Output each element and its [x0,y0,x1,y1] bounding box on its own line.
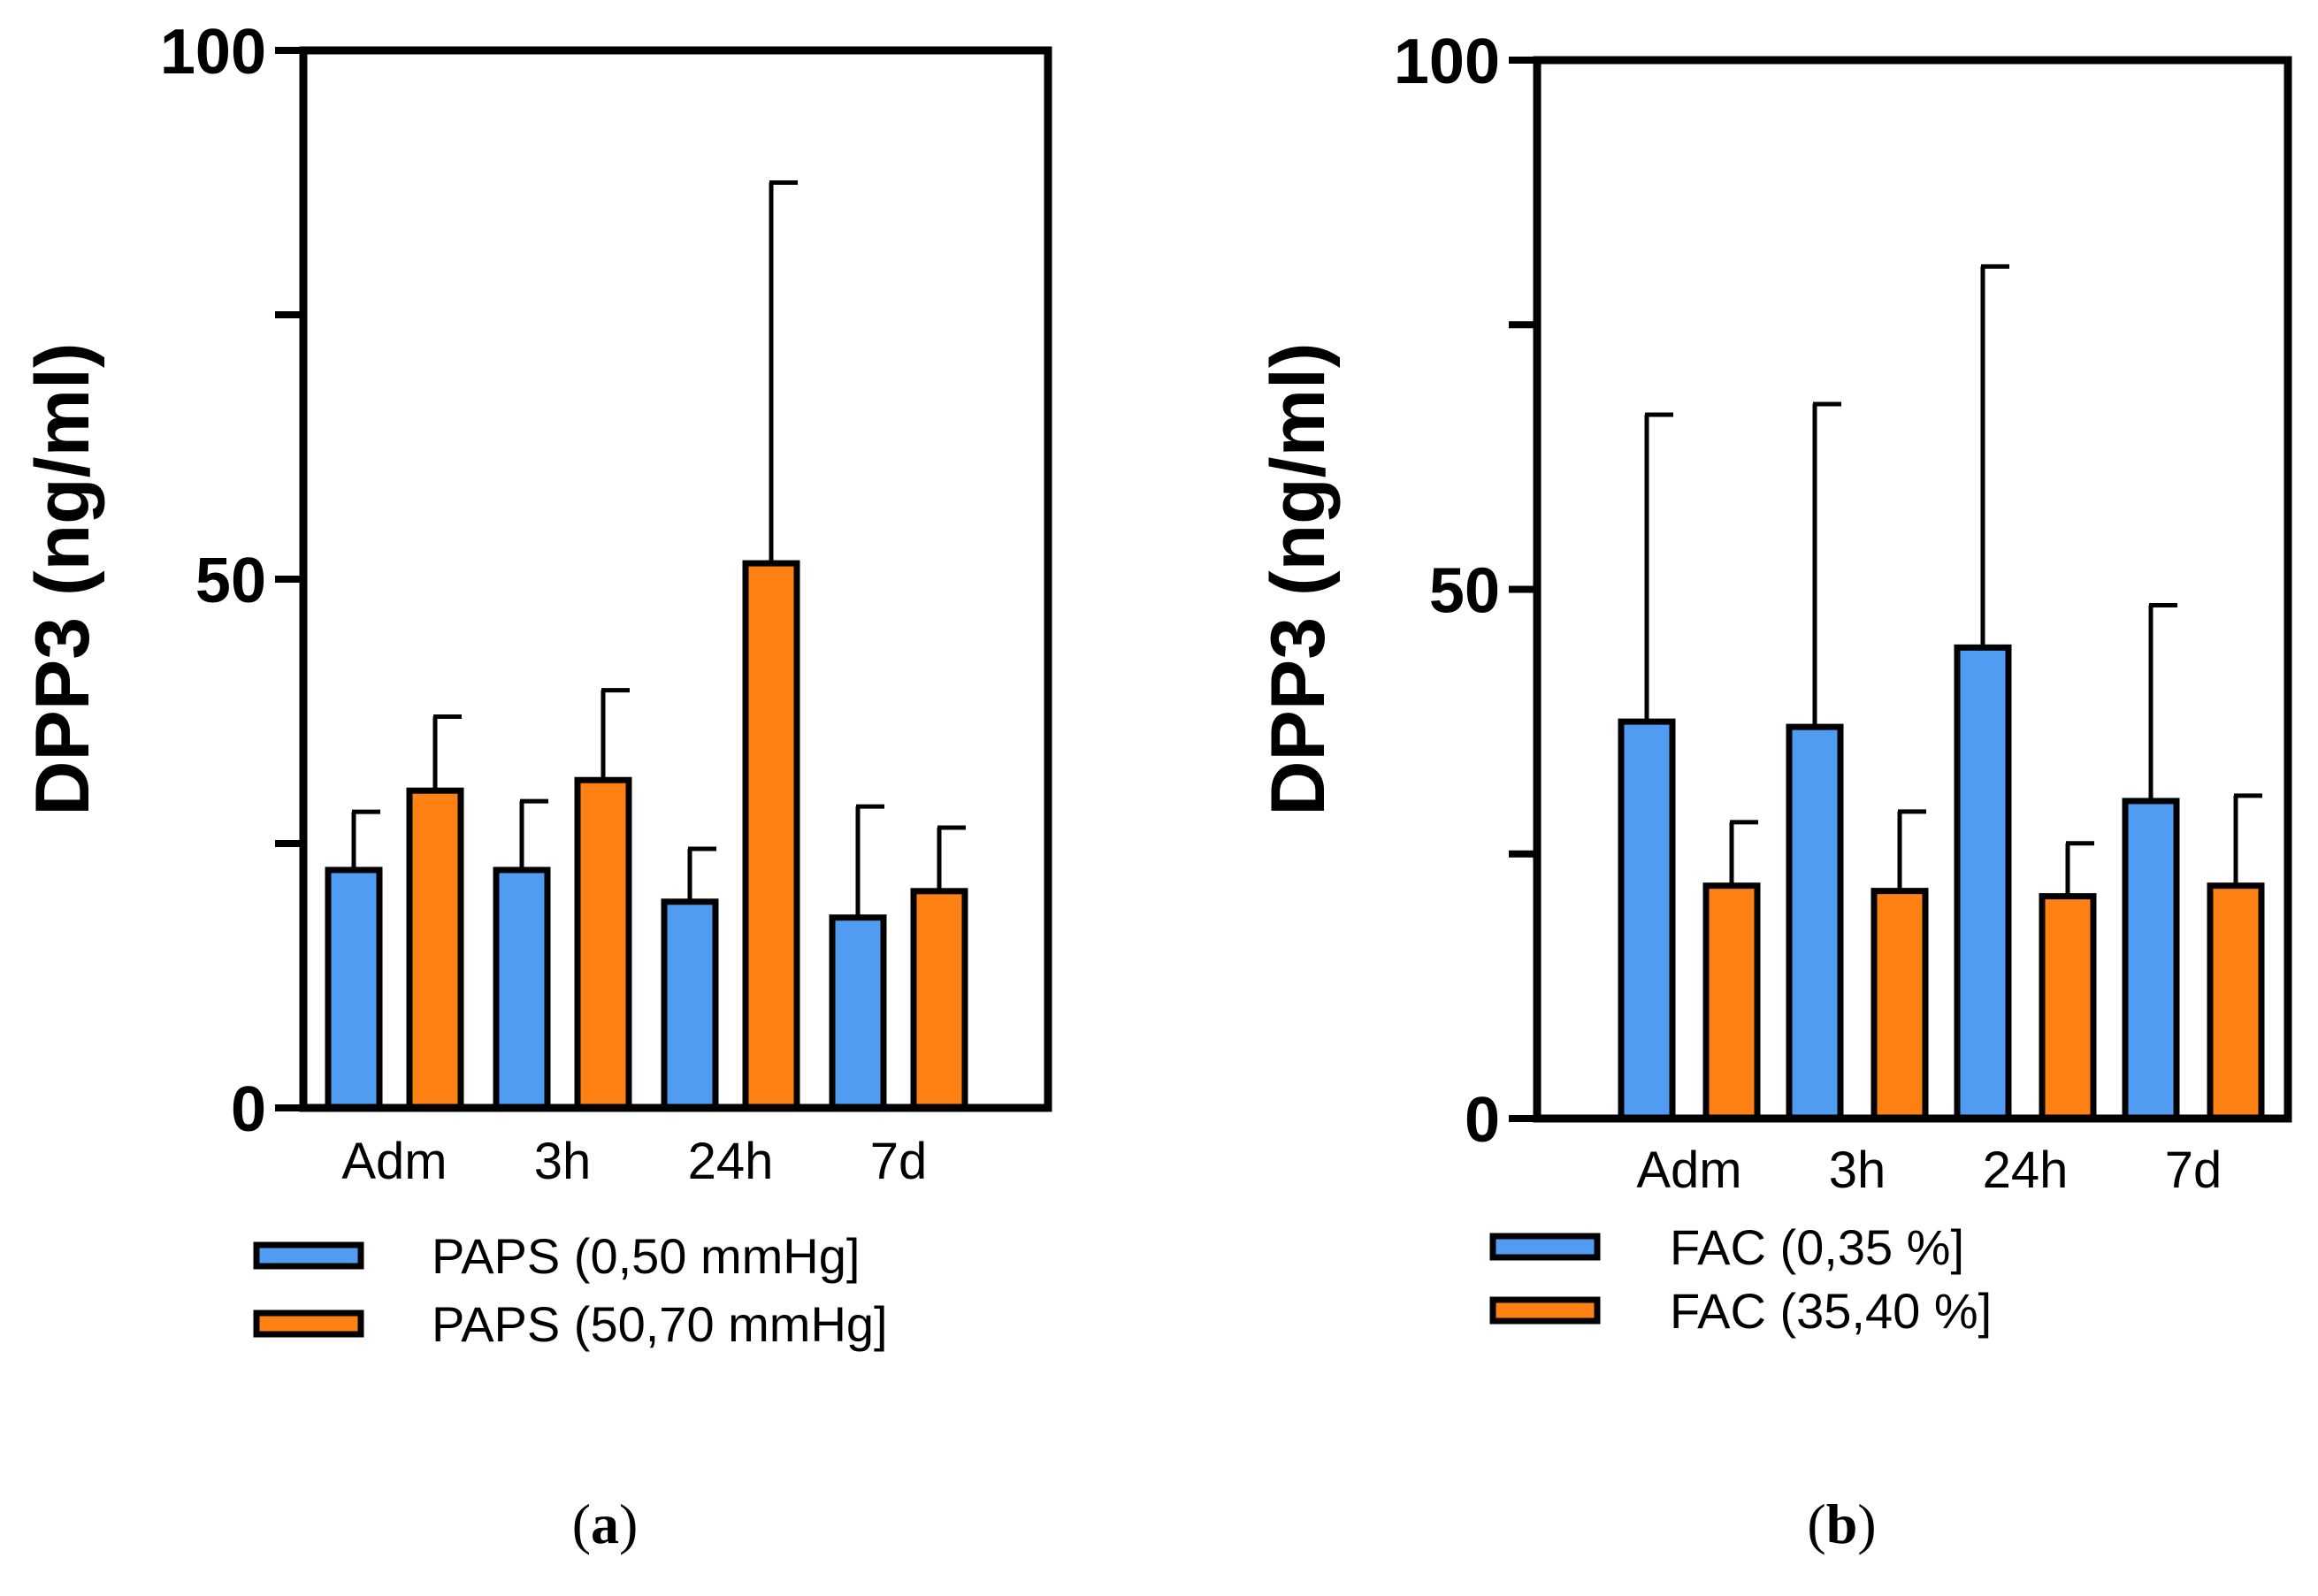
x-tick-label: Adm [341,1133,447,1190]
chart-panel-a: DPP3 (ng/ml) Adm 3h 24h 7d 0 50 100 PAPS (0,50 m… [20,17,1052,1555]
y-tick-label: 100 [160,17,266,88]
bar-3h-series-1 [493,867,551,1111]
x-tick-label: 3h [534,1133,592,1190]
bar-adm-series-2 [1702,882,1761,1122]
panel-label: (a) [572,1493,639,1555]
y-tick-label: 100 [1394,27,1500,97]
legend-swatch-series-1 [1489,1233,1601,1261]
x-tick-label: 3h [1829,1142,1886,1199]
bar-7d-series-2 [2207,882,2265,1122]
panel-label: (b) [1807,1493,1876,1555]
bar-24h-series-1 [661,898,719,1111]
bar-7d-series-1 [829,914,887,1111]
legend-swatch-series-2 [1489,1296,1601,1325]
x-tick-label: 7d [2165,1142,2222,1199]
legend-swatch-series-1 [253,1241,364,1270]
legend-label-series-1: FAC (0,35 %] [1670,1219,1964,1275]
legend-label-series-1: PAPS (0,50 mmHg] [432,1228,860,1284]
bar-24h-series-2 [2039,893,2097,1122]
x-tick-label: 24h [1983,1142,2069,1199]
legend-label-series-2: FAC (35,40 %] [1670,1283,1992,1339]
legend-swatch-series-2 [253,1310,364,1338]
x-tick-label: 24h [688,1133,774,1190]
bar-3h-series-2 [1870,888,1929,1122]
y-tick-label: 0 [1465,1085,1500,1156]
x-tick-label: 7d [870,1133,928,1190]
y-tick-label: 50 [1429,556,1500,627]
bar-adm-series-1 [325,867,383,1111]
bar-24h-series-2 [742,560,800,1111]
bar-7d-series-2 [910,888,968,1111]
y-tick-label: 0 [231,1074,266,1145]
chart-panel-b: DPP3 (ng/ml) Adm 3h 24h 7d 0 50 100 FAC (0,35 %]… [1256,27,2292,1555]
bar-7d-series-1 [2122,798,2180,1122]
x-tick-label: Adm [1636,1142,1741,1199]
y-axis-label: DPP3 (ng/ml) [20,342,105,815]
bar-3h-series-1 [1786,723,1844,1122]
bar-3h-series-2 [574,776,632,1111]
bar-adm-series-2 [406,787,464,1111]
bar-adm-series-1 [1618,718,1676,1122]
legend-label-series-2: PAPS (50,70 mmHg] [432,1296,888,1352]
y-tick-label: 50 [195,546,266,616]
bar-24h-series-1 [1954,644,2012,1122]
y-axis-label: DPP3 (ng/ml) [1256,342,1341,815]
